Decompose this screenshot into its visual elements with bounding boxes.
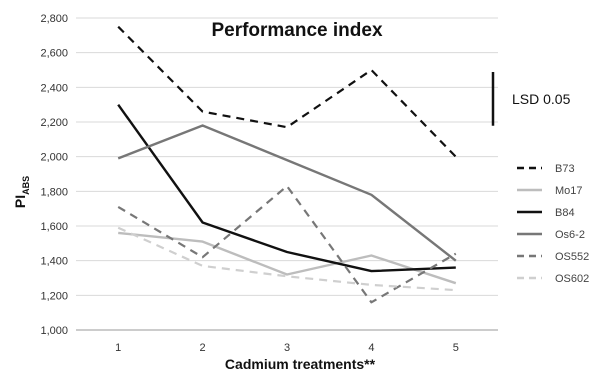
x-tick-label: 3 [284,342,290,354]
y-tick-labels: 1,000 1,200 1,400 1,600 1,800 2,000 2,200 2,400… [40,13,68,337]
y-tick-label: 2,400 [40,82,68,94]
y-axis-label-sub: ABS [21,176,31,195]
series-line-os6-2 [118,126,456,261]
y-tick-label: 2,000 [40,152,68,164]
legend-label-os6-2: Os6-2 [555,229,585,241]
series-line-b73 [118,27,456,157]
legend: B73 Mo17 B84 Os6-2 OS552 OS602 [517,163,589,285]
x-tick-label: 2 [200,342,206,354]
x-axis-label: Cadmium treatments** [225,356,376,372]
y-tick-label: 2,200 [40,117,68,129]
legend-label-mo17: Mo17 [555,185,583,197]
y-tick-label: 1,800 [40,186,68,198]
y-axis-label: PIABS [12,176,31,208]
y-tick-label: 1,600 [40,221,68,233]
y-tick-label: 1,200 [40,290,68,302]
gridlines [76,18,498,295]
x-tick-label: 1 [115,342,121,354]
legend-label-b84: B84 [555,207,575,219]
y-axis-label-main: PI [12,195,28,208]
series-line-os552 [118,186,456,302]
lsd-label: LSD 0.05 [512,91,571,107]
chart-title: Performance index [211,20,382,41]
legend-label-os552: OS552 [555,251,589,263]
y-tick-label: 1,000 [40,325,68,337]
y-tick-label: 1,400 [40,256,68,268]
y-tick-label: 2,800 [40,13,68,25]
series-line-mo17 [118,233,456,283]
legend-label-os602: OS602 [555,273,589,285]
x-tick-label: 5 [453,342,459,354]
legend-label-b73: B73 [555,163,575,175]
x-tick-label: 4 [368,342,374,354]
x-tick-labels: 1 2 3 4 5 [115,342,459,354]
y-tick-label: 2,600 [40,48,68,60]
